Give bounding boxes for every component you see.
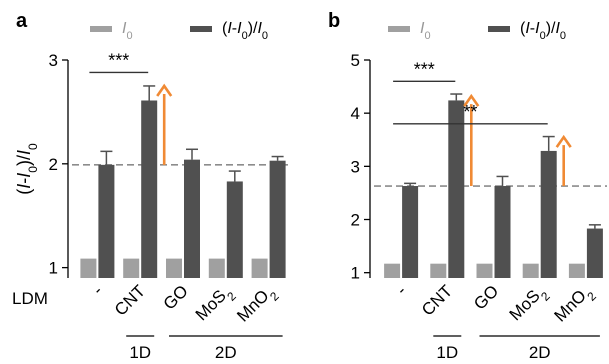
row-label: LDM [12,289,48,308]
y-tick-label: 3 [49,51,58,70]
bar-dark [269,160,286,278]
y-tick-label: 4 [351,104,360,123]
group-label: 2D [529,343,551,362]
group-label: 1D [129,343,151,362]
legend-label: I0 [420,20,431,42]
bar-light [384,263,401,278]
bar-dark [448,100,465,278]
group-label: 2D [215,343,237,362]
bar-dark [98,164,115,278]
category-label: MnO2 [233,281,282,330]
panel-label: a [16,10,28,32]
category-label: - [392,281,409,298]
increase-arrowhead [156,83,173,97]
category-label: MoS2 [192,281,239,328]
legend-label: (I-I0)/I0 [222,20,268,42]
bar-dark [226,181,243,278]
category-label: MnO2 [551,281,600,330]
bar-light [522,263,539,278]
group-label: 1D [436,343,458,362]
significance-label: *** [414,59,435,79]
significance-label: *** [108,50,129,70]
y-tick-label: 3 [351,157,360,176]
legend-swatch [90,26,112,32]
bar-light [80,258,97,278]
bar-light [430,263,447,278]
panel-a: a I0 (I-I0)/I0 1 2 3 (I-I0)/I0 *** - CNT GO MoS2MnO… [12,10,288,362]
y-tick-label: 2 [49,155,58,174]
panel-label: b [328,10,340,32]
significance-label: ** [463,102,477,122]
category-label: GO [470,281,502,313]
y-tick-label: 1 [351,264,360,283]
bar-dark [494,186,511,278]
category-label: MoS2 [506,281,553,328]
increase-arrowhead [555,134,572,148]
bar-dark [402,186,419,278]
bar-light [166,258,182,278]
bar-dark [540,150,557,278]
category-label: CNT [418,281,456,319]
category-label: CNT [111,281,149,319]
legend-swatch [388,26,410,32]
bar-dark [586,228,603,278]
increase-arrowhead [463,93,480,107]
y-tick-label: 2 [351,211,360,230]
legend-label: I0 [122,20,133,42]
bar-light [568,263,585,278]
y-tick-label: 5 [351,51,360,70]
y-tick-label: 1 [49,259,58,278]
bar-light [208,258,225,278]
legend-label: (I-I0)/I0 [520,20,566,42]
bar-dark [184,159,200,278]
legend-swatch [488,26,510,32]
bar-light [123,258,140,278]
y-axis-label: (I-I0)/I0 [14,143,40,195]
bar-light [251,258,268,278]
category-label: GO [160,281,192,313]
bar-dark [141,100,158,278]
legend-swatch [190,26,212,32]
category-label: - [89,281,106,298]
bar-light [476,263,493,278]
